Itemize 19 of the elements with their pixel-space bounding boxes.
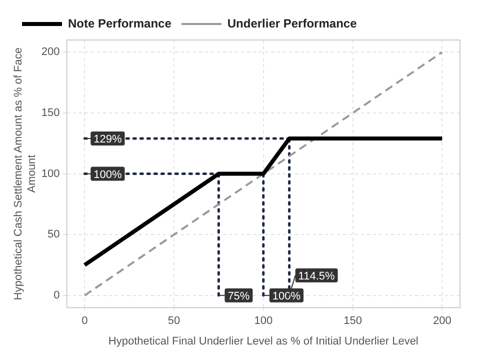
x-tick-label: 150 — [344, 315, 362, 328]
annotation: 100% — [272, 290, 301, 302]
x-tick-label: 50 — [168, 315, 180, 328]
y-tick-label: 200 — [41, 46, 60, 58]
annotation: 75% — [228, 290, 250, 302]
y-tick-label: 150 — [41, 107, 60, 120]
y-tick-label: 50 — [48, 228, 60, 241]
legend-label: Note Performance — [68, 16, 172, 30]
annotation: 114.5% — [298, 270, 336, 282]
x-axis-title: Hypothetical Final Underlier Level as % of Initial Underlier Level — [108, 335, 418, 348]
y-tick-label: 100 — [41, 168, 60, 180]
y-tick-label: 0 — [54, 289, 60, 302]
legend-label: Underlier Performance — [227, 16, 358, 30]
x-tick-label: 100 — [254, 315, 273, 328]
x-tick-label: 200 — [432, 315, 452, 328]
annotation: 100% — [94, 168, 122, 181]
y-axis-title: Hypothetical Cash Settlement Amount as % of Face Amount — [12, 48, 38, 300]
x-tick-label: 0 — [82, 315, 88, 328]
annotation: 129% — [94, 134, 122, 146]
